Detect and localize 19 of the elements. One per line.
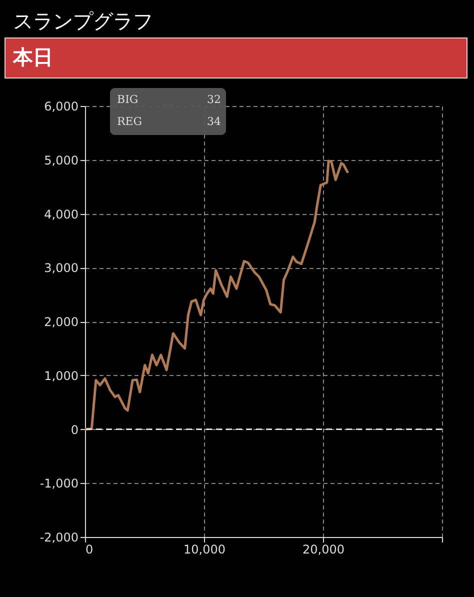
text: BIG (117, 93, 138, 106)
x-tick-label: 20,000 (302, 542, 344, 556)
y-tick-label: 0 (70, 422, 78, 437)
y-tick-label: 2,000 (44, 315, 78, 329)
y-tick-label: 6,000 (44, 100, 78, 114)
y-tick-label: 4,000 (44, 207, 78, 222)
annotation: REG (117, 115, 142, 128)
text: 32 (207, 93, 221, 106)
y-tick-label: -2,000 (40, 530, 78, 544)
line-series (84, 160, 350, 430)
y-tick-label: -1,000 (40, 476, 78, 491)
x-tick-label: 10,000 (184, 542, 226, 556)
y-tick-label: 3,000 (44, 261, 78, 276)
y-tick-label: 5,000 (44, 153, 78, 168)
chart-subtitle: 本日 (12, 45, 53, 69)
y-tick-label: 1,000 (44, 368, 78, 383)
chart-title: スランプグラフ (13, 9, 153, 33)
annotation: 34 (207, 115, 221, 128)
x-tick-label: 0 (86, 542, 94, 556)
